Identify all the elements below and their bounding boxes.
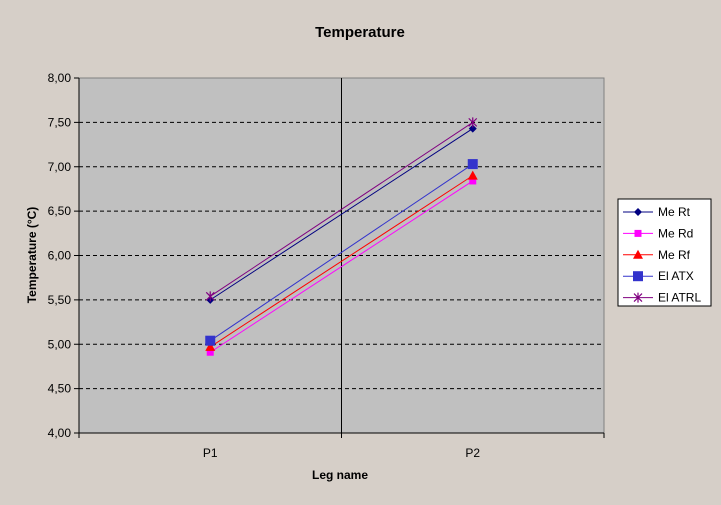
data-point — [205, 335, 216, 346]
legend-label: El ATX — [658, 269, 694, 283]
y-tick-label: 6,00 — [48, 249, 72, 263]
legend-marker — [633, 249, 643, 259]
y-tick-label: 4,00 — [48, 426, 72, 440]
data-point — [468, 117, 478, 128]
y-tick-label: 4,50 — [48, 382, 72, 396]
legend-marker — [633, 271, 643, 282]
legend-label: Me Rd — [658, 226, 693, 240]
series-line — [209, 163, 474, 342]
series-lines — [209, 121, 474, 353]
series-line — [209, 121, 474, 297]
legend-box — [617, 198, 712, 307]
x-tick-label: P2 — [465, 446, 480, 460]
y-tick-label: 7,50 — [48, 115, 72, 129]
y-tick-label: 8,00 — [48, 71, 72, 85]
data-point — [205, 291, 215, 302]
legend-marker — [634, 208, 642, 216]
y-axis-title: Temperature (°C) — [25, 207, 39, 304]
data-point — [205, 341, 216, 351]
chart-title: Temperature — [315, 24, 405, 41]
y-tick-label: 6,50 — [48, 204, 72, 218]
y-axis-ticks: 4,00 4,50 5,00 5,50 6,00 6,50 7,00 7,50 8,00 — [48, 71, 79, 440]
legend-label: Me Rt — [658, 205, 691, 219]
legend: Me Rt Me Rd Me Rf El ATX El ATRL — [617, 198, 712, 307]
data-point — [467, 159, 478, 170]
data-point — [467, 170, 478, 180]
y-tick-label: 7,00 — [48, 160, 72, 174]
x-axis-title: Leg name — [312, 468, 368, 482]
y-tick-label: 5,00 — [48, 337, 72, 351]
x-tick-label: P1 — [203, 446, 218, 460]
data-point — [469, 177, 477, 185]
data-point — [206, 348, 214, 356]
legend-marker — [633, 292, 643, 303]
series-line — [209, 128, 474, 301]
legend-marker — [634, 229, 642, 237]
y-tick-label: 5,50 — [48, 293, 72, 307]
series-line — [209, 180, 474, 353]
data-point — [468, 124, 477, 133]
x-axis-ticks: P1 P2 — [78, 433, 605, 460]
series-line — [209, 175, 474, 348]
series-markers — [205, 117, 478, 356]
legend-label: El ATRL — [658, 291, 701, 305]
legend-label: Me Rf — [658, 248, 691, 262]
